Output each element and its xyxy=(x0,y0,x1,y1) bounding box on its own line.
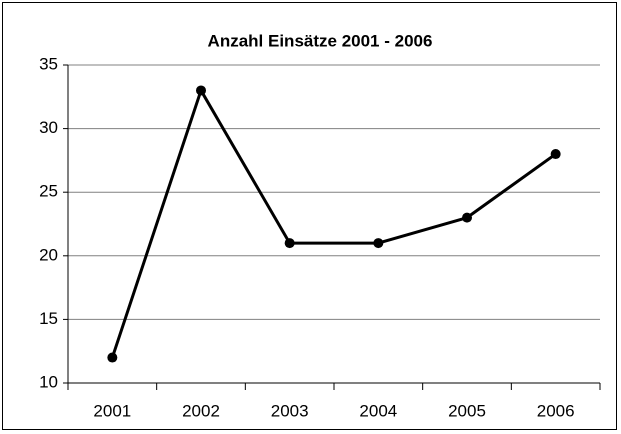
data-point xyxy=(107,352,118,363)
x-tick-label: 2002 xyxy=(182,401,220,420)
y-tick-label: 25 xyxy=(39,182,58,201)
x-tick-label: 2006 xyxy=(537,401,575,420)
y-tick-label: 10 xyxy=(39,372,58,391)
chart-border xyxy=(2,2,617,430)
data-point xyxy=(284,238,295,249)
x-tick-label: 2005 xyxy=(448,401,486,420)
chart-title: Anzahl Einsätze 2001 - 2006 xyxy=(208,31,433,50)
x-tick-label: 2004 xyxy=(359,401,397,420)
y-tick-label: 35 xyxy=(39,54,58,73)
x-tick-label: 2001 xyxy=(93,401,131,420)
y-tick-label: 30 xyxy=(39,118,58,137)
x-tick-label: 2003 xyxy=(271,401,309,420)
y-tick-label: 20 xyxy=(39,245,58,264)
data-line xyxy=(110,88,557,359)
data-point xyxy=(462,212,472,223)
data-point xyxy=(196,85,206,96)
data-point xyxy=(550,149,561,160)
y-tick-label: 15 xyxy=(39,309,58,328)
data-point xyxy=(373,238,384,249)
